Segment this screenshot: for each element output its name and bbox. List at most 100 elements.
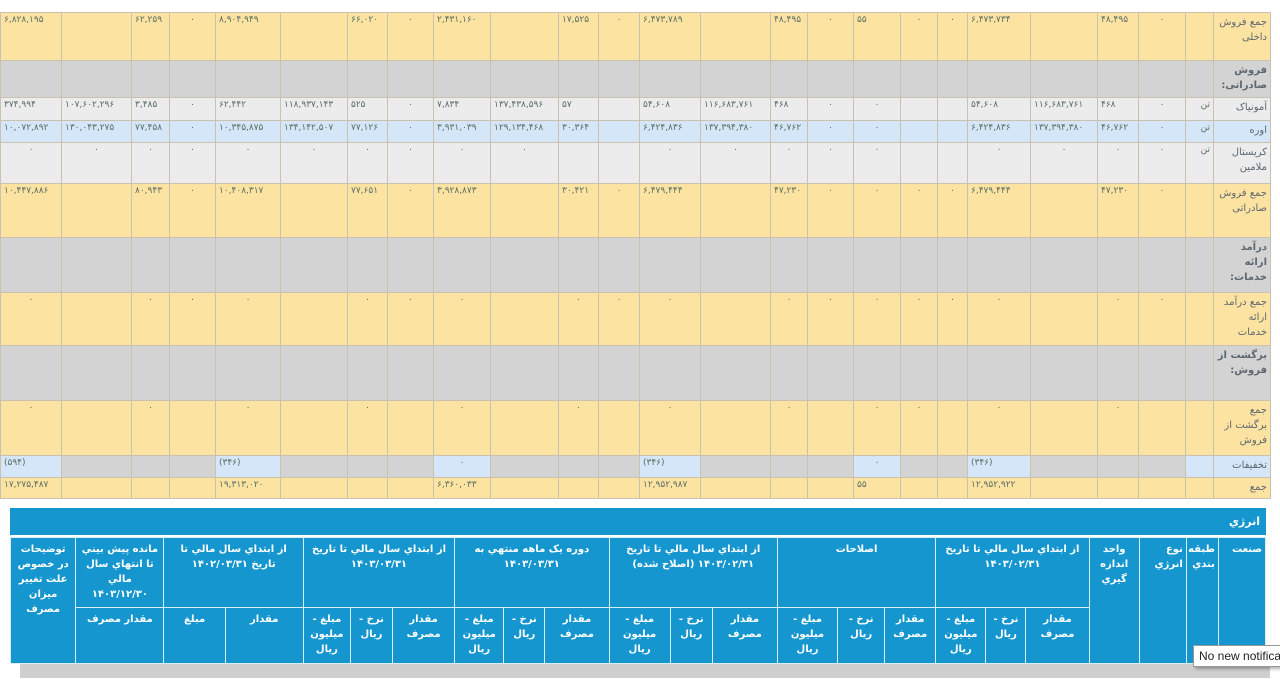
table-cell bbox=[700, 183, 771, 238]
table-cell: ۴۶۸ bbox=[1097, 97, 1139, 121]
table-cell bbox=[639, 345, 701, 401]
row-label: برگشت از فروش: bbox=[1213, 345, 1271, 401]
table-cell bbox=[700, 292, 771, 346]
table-cell: ۰ bbox=[900, 183, 938, 238]
table-cell: ۳,۹۲۸,۸۷۳ bbox=[433, 183, 491, 238]
table-cell: ۰ bbox=[433, 292, 491, 346]
sub-rate: نرخ - ريال bbox=[837, 607, 886, 664]
table-cell bbox=[937, 142, 968, 184]
sub-amount: مبلغ - ميليون ريال bbox=[302, 607, 351, 664]
table-cell: (۵۹۴) bbox=[0, 455, 62, 478]
total-row: جمع درآمد ارائه خدمات ۰ ۰ ۰ ۰ ۰ ۰ ۰ ۰ ۰ ۰ ۰ ۰ ۰ ۰ ۰ ۰ ۰ ۰ bbox=[0, 292, 1271, 346]
table-cell: ۴۶۸ bbox=[770, 97, 808, 121]
table-cell bbox=[770, 60, 808, 98]
table-cell: ۰ bbox=[433, 142, 491, 184]
table-cell bbox=[770, 345, 808, 401]
table-cell: ۰ bbox=[770, 292, 808, 346]
table-cell bbox=[1030, 60, 1098, 98]
row-label: جمع bbox=[1213, 477, 1271, 499]
table-cell: (۳۴۶) bbox=[967, 455, 1031, 478]
table-cell bbox=[490, 455, 559, 478]
table-cell bbox=[169, 60, 216, 98]
table-cell: ۰ bbox=[967, 292, 1031, 346]
table-cell bbox=[598, 345, 640, 401]
table-cell bbox=[1097, 60, 1139, 98]
table-cell: ۳,۴۸۵ bbox=[131, 97, 170, 121]
table-cell: ۰ bbox=[558, 400, 599, 456]
table-cell: ۴۸,۴۹۵ bbox=[770, 12, 808, 61]
sub-amount: مبلغ - ميليون ريال bbox=[454, 607, 505, 664]
header-group-forecast: مانده پيش بيني تا انتهاي سال مالي ۱۴۰۳/۱… bbox=[75, 537, 165, 608]
table-cell bbox=[387, 400, 434, 456]
table-cell: ۰ bbox=[347, 400, 388, 456]
table-cell: ۴۶,۷۶۲ bbox=[1097, 120, 1139, 143]
table-cell: ۰ bbox=[433, 455, 491, 478]
table-cell bbox=[1030, 477, 1098, 499]
table-cell: ۰ bbox=[807, 12, 854, 61]
total-row: جمع فروش صادراتی ۰ ۴۷,۲۳۰ ۶,۴۷۹,۴۴۴ ۰ ۰ ۰ ۰ ۴۷,۲… bbox=[0, 183, 1271, 238]
table-cell: ۵۲۵ bbox=[347, 97, 388, 121]
table-cell: ۰ bbox=[387, 292, 434, 346]
table-cell: ۰ bbox=[770, 142, 808, 184]
table-cell: ۵۴,۶۰۸ bbox=[967, 97, 1031, 121]
table-cell bbox=[853, 345, 901, 401]
table-cell: ۷۷,۴۵۸ bbox=[131, 120, 170, 143]
table-cell: ۰ bbox=[169, 142, 216, 184]
table-cell: ۰ bbox=[700, 142, 771, 184]
table-cell bbox=[558, 237, 599, 293]
sub-amount: مبلغ - ميليون ريال bbox=[935, 607, 987, 664]
table-cell bbox=[937, 120, 968, 143]
table-cell: ۱۳۰,۰۴۳,۲۷۵ bbox=[61, 120, 132, 143]
table-cell: ۰ bbox=[1138, 12, 1186, 61]
table-cell: ۴۷,۲۳۰ bbox=[770, 183, 808, 238]
sub-rate: نرخ - ريال bbox=[349, 607, 394, 664]
table-cell: ۰ bbox=[807, 292, 854, 346]
table-cell: ۱۰,۳۴۵,۸۷۵ bbox=[215, 120, 281, 143]
table-cell bbox=[900, 455, 938, 478]
table-cell bbox=[598, 97, 640, 121]
table-cell: ۵۵ bbox=[853, 12, 901, 61]
table-cell bbox=[131, 455, 170, 478]
table-row: اوره تن ۰ ۴۶,۷۶۲ ۱۳۷,۳۹۴,۳۸۰ ۶,۴۲۴,۸۳۶ ۰ ۰ ۴۶,۷۶… bbox=[0, 120, 1271, 143]
table-cell bbox=[700, 237, 771, 293]
table-cell bbox=[900, 120, 938, 143]
horizontal-scrollbar[interactable] bbox=[20, 664, 1270, 678]
table-cell bbox=[169, 477, 216, 499]
table-cell bbox=[770, 237, 808, 293]
energy-title: انرژي bbox=[10, 508, 1266, 535]
table-cell: ۰ bbox=[0, 292, 62, 346]
table-cell: ۰ bbox=[215, 142, 281, 184]
table-cell: ۰ bbox=[0, 142, 62, 184]
table-cell: ۴۸,۴۹۵ bbox=[1097, 12, 1139, 61]
sub-amount: مبلغ - ميليون ريال bbox=[776, 607, 839, 664]
table-cell bbox=[433, 60, 491, 98]
sub-qty: مقدار مصرف bbox=[884, 607, 937, 664]
table-cell: ۱۰,۴۴۷,۸۸۶ bbox=[0, 183, 62, 238]
table-cell: ۳,۹۳۱,۰۳۹ bbox=[433, 120, 491, 143]
table-cell bbox=[347, 60, 388, 98]
header-group-4: دوره يک ماهه منتهي به ۱۴۰۳/۰۳/۳۱ bbox=[454, 537, 610, 608]
table-cell: ۰ bbox=[169, 120, 216, 143]
row-label: تخفیفات bbox=[1213, 455, 1271, 478]
table-cell bbox=[490, 477, 559, 499]
table-cell bbox=[937, 97, 968, 121]
header-classification: طبقه بندي bbox=[1185, 537, 1219, 664]
sub-qty: مقدار مصرف bbox=[75, 607, 165, 664]
table-cell bbox=[1138, 477, 1186, 499]
table-cell bbox=[280, 12, 348, 61]
table-cell bbox=[1097, 477, 1139, 499]
table-cell bbox=[598, 455, 640, 478]
table-cell bbox=[1138, 345, 1186, 401]
table-cell bbox=[61, 237, 132, 293]
header-energy-type: نوع انرژي bbox=[1138, 537, 1187, 664]
header-unit: واحد اندازه گيري bbox=[1088, 537, 1140, 664]
sales-table: جمع فروش داخلی ۰ ۴۸,۴۹۵ ۶,۴۷۳,۷۳۴ ۰ ۰ ۵۵ ۰ ۴۸,۴۹… bbox=[0, 12, 1271, 499]
table-cell: ۰ bbox=[1138, 97, 1186, 121]
table-cell bbox=[807, 237, 854, 293]
table-cell bbox=[807, 60, 854, 98]
table-cell bbox=[387, 477, 434, 499]
table-cell bbox=[169, 400, 216, 456]
table-cell bbox=[131, 237, 170, 293]
table-cell bbox=[700, 455, 771, 478]
table-cell: ۰ bbox=[387, 120, 434, 143]
